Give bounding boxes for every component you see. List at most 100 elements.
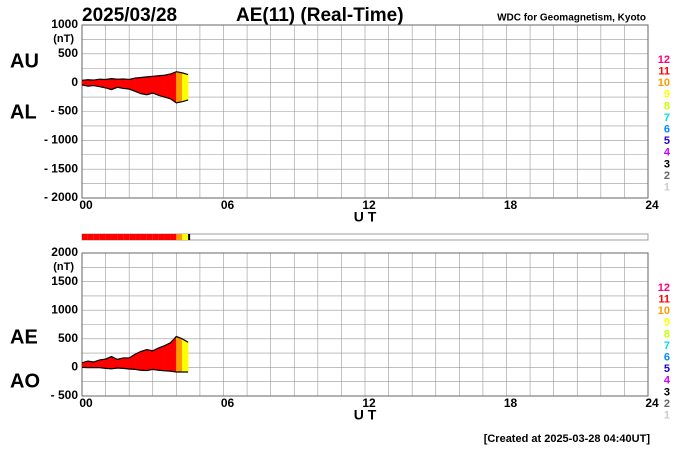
station-legend: 11 <box>658 66 670 78</box>
x-tick-label: 06 <box>221 396 235 410</box>
fill-band <box>164 73 171 100</box>
station-bar <box>140 234 147 240</box>
y-tick-label: - 1500 <box>44 161 78 175</box>
fill-band <box>170 71 177 104</box>
x-tick-label: 24 <box>645 198 659 212</box>
station-legend: 12 <box>658 282 670 294</box>
y-tick-label: 500 <box>58 46 78 60</box>
y-tick-label: 1500 <box>51 274 78 288</box>
station-bar <box>158 234 165 240</box>
x-tick-label: 12 <box>362 396 376 410</box>
station-legend: 4 <box>664 147 671 159</box>
station-bar <box>129 234 136 240</box>
station-bar <box>87 234 94 240</box>
x-tick-label: 18 <box>504 396 518 410</box>
series-label: AE <box>10 326 38 348</box>
series-line <box>81 366 189 373</box>
series-label: AL <box>10 101 37 123</box>
fill-band <box>152 347 159 371</box>
station-legend: 10 <box>658 305 670 317</box>
y-tick-label: 2000 <box>51 245 78 259</box>
station-bar <box>93 234 100 240</box>
station-legend: 2 <box>664 170 670 182</box>
station-legend: 6 <box>664 124 670 136</box>
station-legend: 7 <box>664 340 670 352</box>
fill-band <box>176 336 183 373</box>
fill-band <box>146 349 153 371</box>
station-legend: 9 <box>664 317 670 329</box>
station-bar <box>152 234 159 240</box>
fill-band <box>152 75 159 96</box>
y-tick-label: 0 <box>71 75 78 89</box>
fill-band <box>181 338 189 373</box>
station-legend: 1 <box>664 182 670 194</box>
fill-band <box>140 349 148 371</box>
series-label: AU <box>10 50 39 72</box>
fill-band <box>123 78 130 90</box>
date-title: 2025/03/28 <box>82 5 177 26</box>
station-bar <box>176 234 183 240</box>
y-unit: (nT) <box>53 261 74 273</box>
plot-frame <box>81 24 649 199</box>
station-legend: 8 <box>664 328 670 340</box>
y-tick-label: 1000 <box>51 302 78 316</box>
station-legend: 9 <box>664 89 670 101</box>
fill-band <box>99 358 106 369</box>
x-tick-label: 24 <box>645 396 659 410</box>
fill-band <box>158 74 165 98</box>
y-tick-label: 500 <box>58 331 78 345</box>
fill-band <box>176 71 183 104</box>
fill-band <box>164 342 171 372</box>
station-bar <box>82 234 88 240</box>
station-bar <box>105 234 112 240</box>
source: WDC for Geomagnetism, Kyoto <box>497 13 646 24</box>
x-tick-label: 00 <box>79 396 93 410</box>
x-tick-label: 06 <box>221 198 235 212</box>
plot-frame <box>81 252 649 397</box>
y-tick-label: 1000 <box>51 17 78 31</box>
y-tick-label: - 500 <box>51 104 79 118</box>
station-bar <box>123 234 130 240</box>
y-tick-label: - 2000 <box>44 190 78 204</box>
fill-band <box>158 345 165 372</box>
station-legend: 11 <box>658 294 670 306</box>
station-legend: 8 <box>664 100 670 112</box>
x-tick-label: 18 <box>504 198 518 212</box>
station-legend: 3 <box>664 386 670 398</box>
x-tick-label: 12 <box>362 198 376 212</box>
x-axis-label: U T <box>354 209 377 225</box>
fill-band <box>140 76 148 96</box>
station-legend: 1 <box>664 410 670 422</box>
station-bar <box>135 234 141 240</box>
x-tick-label: 00 <box>79 198 93 212</box>
series-label: AO <box>10 370 40 392</box>
station-legend: 12 <box>658 54 670 66</box>
y-tick-label: 0 <box>71 360 78 374</box>
station-legend: 7 <box>664 112 670 124</box>
fill-band <box>146 76 153 96</box>
y-tick-label: - 1000 <box>44 133 78 147</box>
station-bar <box>117 234 124 240</box>
station-bar <box>170 234 177 240</box>
station-bar <box>111 234 118 240</box>
station-legend: 5 <box>664 363 670 375</box>
series-line <box>81 71 189 81</box>
series-line <box>81 84 189 104</box>
footer: [Created at 2025-03-28 04:40UT] <box>484 433 651 445</box>
fill-band <box>181 72 189 103</box>
series-line <box>81 335 189 364</box>
station-bar <box>146 234 153 240</box>
station-legend: 4 <box>664 375 671 387</box>
station-legend: 6 <box>664 352 670 364</box>
chart-title: AE(11) (Real-Time) <box>236 5 404 26</box>
station-bar <box>182 234 189 240</box>
y-unit: (nT) <box>53 33 74 45</box>
fill-band <box>123 357 130 370</box>
station-legend: 2 <box>664 398 670 410</box>
y-tick-label: - 500 <box>51 388 79 402</box>
station-bar <box>164 234 171 240</box>
station-bar <box>99 234 106 240</box>
station-legend: 5 <box>664 135 670 147</box>
x-axis-label: U T <box>354 407 377 423</box>
station-bar <box>188 234 191 240</box>
